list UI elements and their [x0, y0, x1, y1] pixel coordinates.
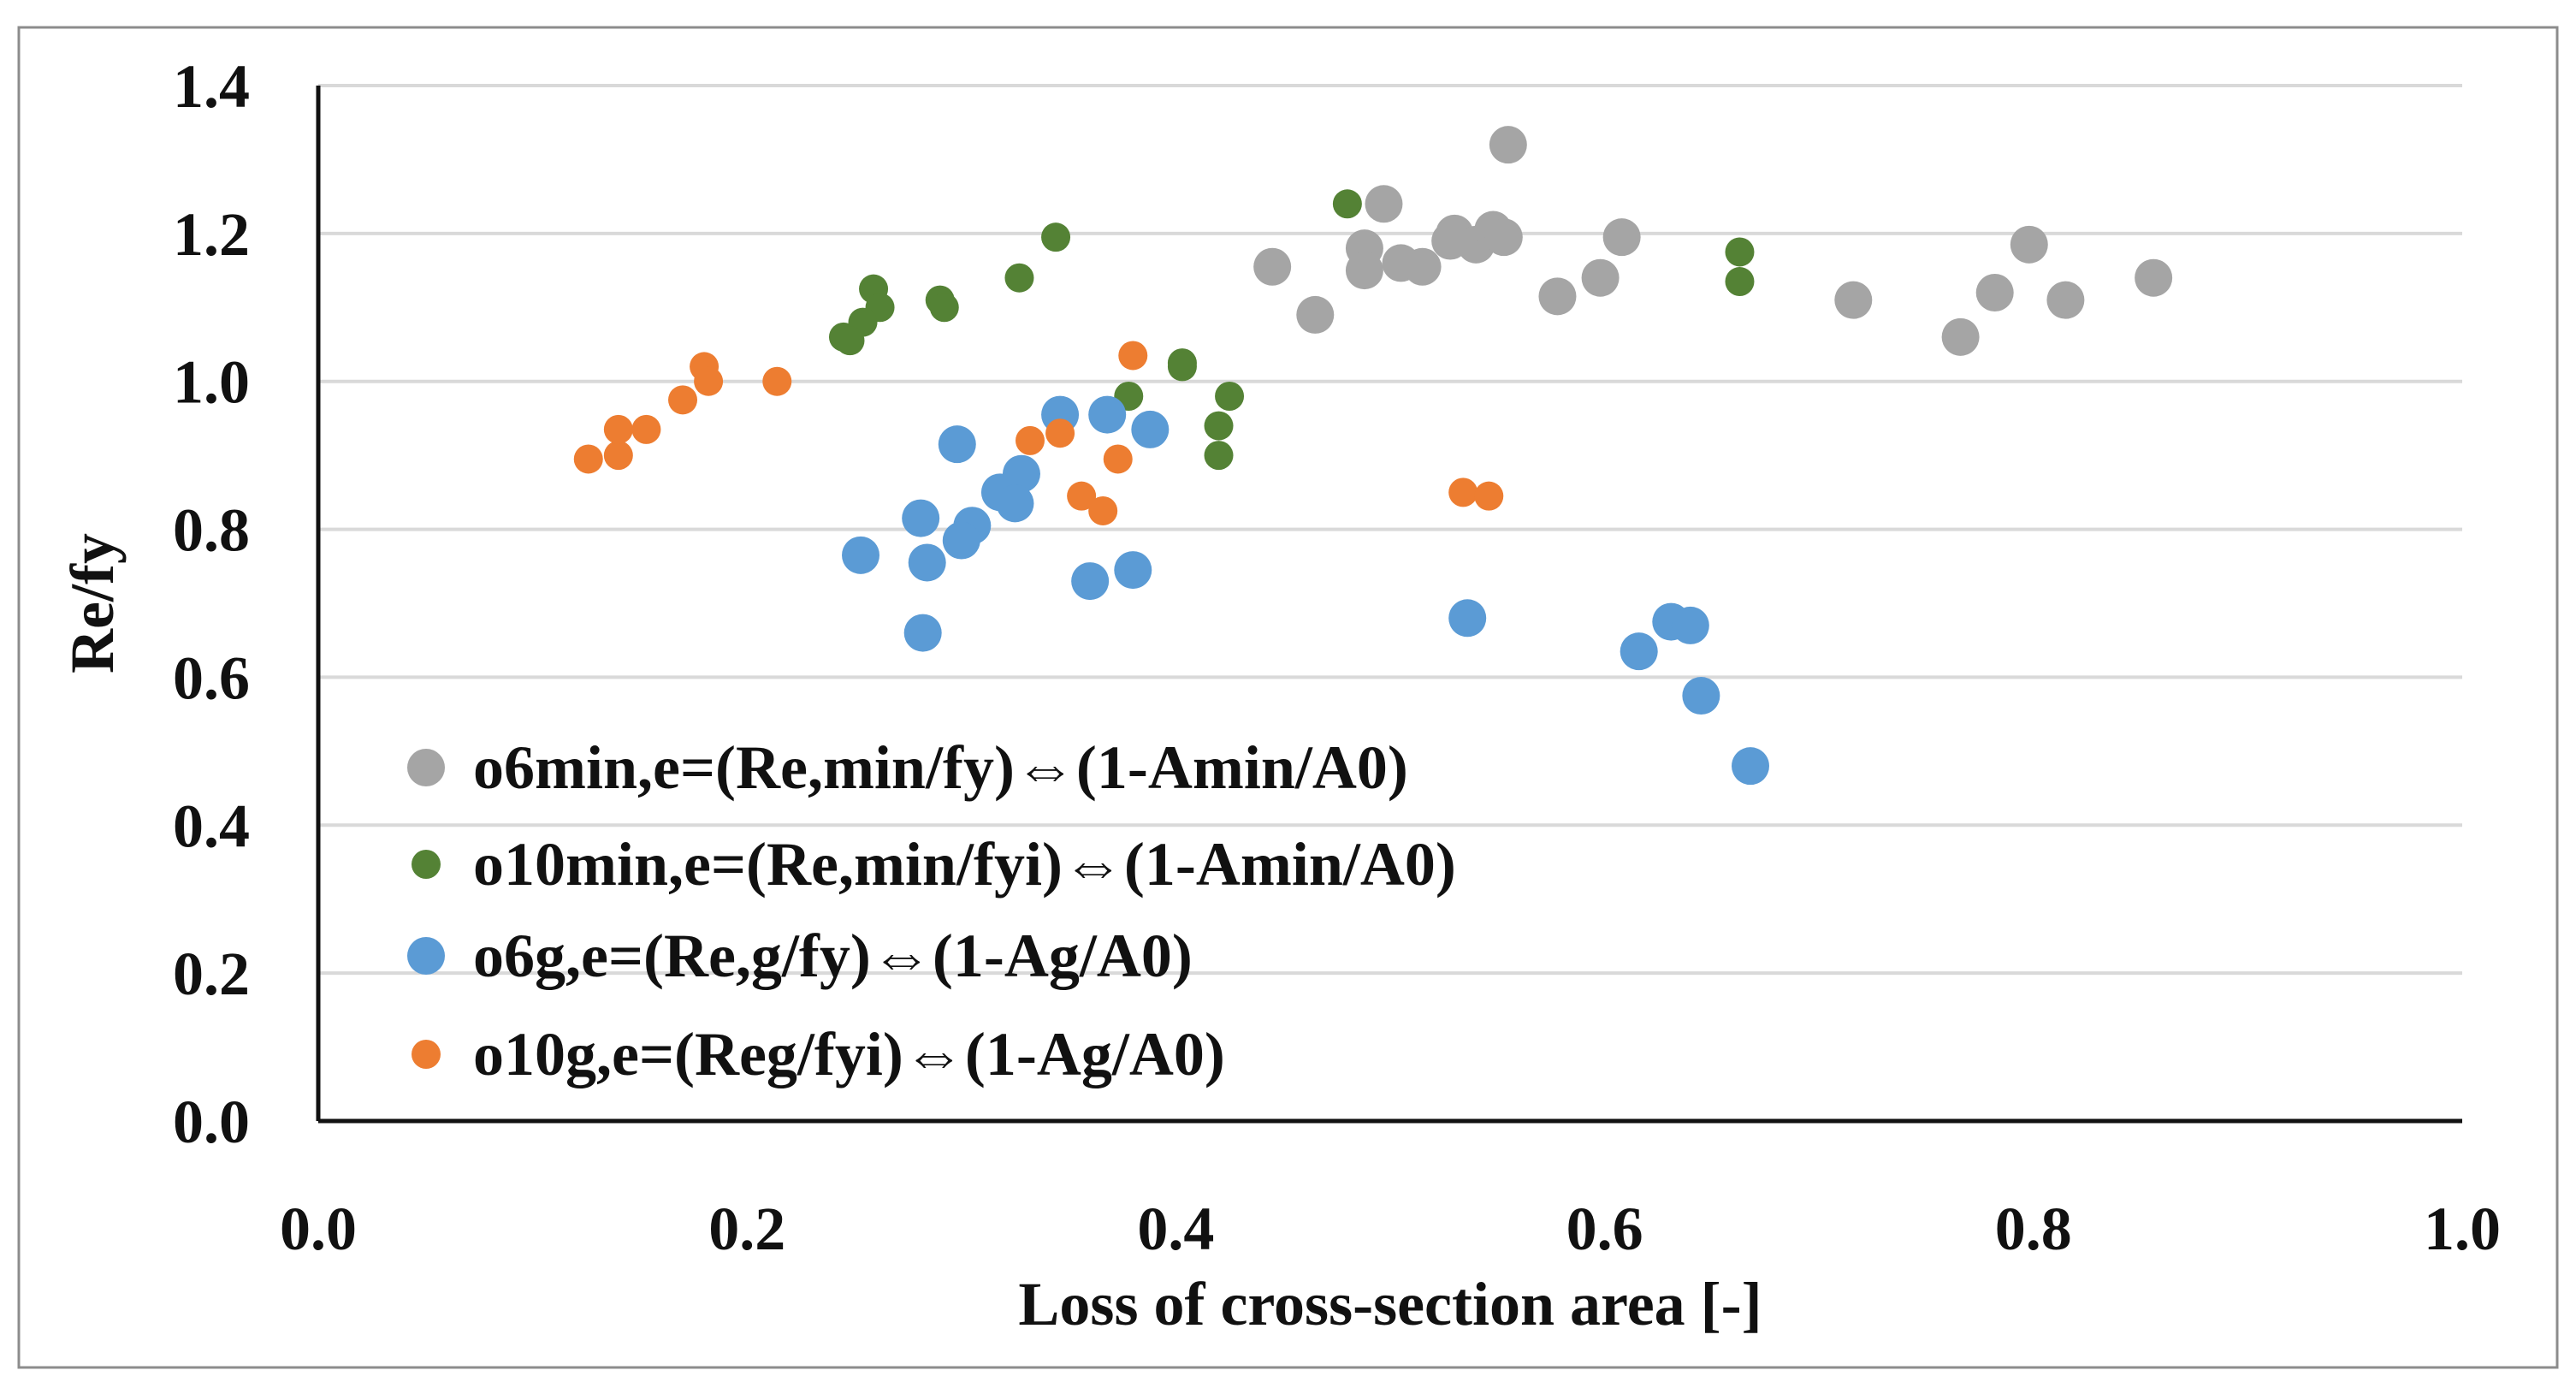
y-axis-title: Re/fy [58, 533, 127, 673]
data-point [1071, 562, 1110, 601]
y-tick-label: 0.0 [173, 1088, 250, 1156]
data-points [573, 126, 2173, 786]
data-point [1345, 252, 1383, 290]
legend-label: ο6g,e=(Re,g/fy)⇔(1-Ag/A0) [473, 922, 1193, 990]
data-point [668, 385, 698, 415]
grid-lines [318, 84, 2462, 976]
data-point [1484, 218, 1523, 257]
legend: ο6min,e=(Re,min/fy)⇔(1-Amin/A0) ο10min,e=… [407, 733, 1456, 1088]
data-point [1620, 632, 1658, 671]
y-tick-label: 0.2 [173, 940, 250, 1008]
data-point [1834, 281, 1873, 319]
y-tick-labels: 0.0 0.2 0.4 0.6 0.8 1.0 1.2 1.4 [173, 52, 250, 1156]
y-tick-label: 1.0 [173, 348, 250, 417]
data-point [603, 441, 633, 471]
y-tick-label: 0.8 [173, 496, 250, 565]
data-point [1114, 551, 1152, 590]
data-point [1671, 606, 1709, 644]
data-point [1489, 126, 1527, 164]
data-point [762, 366, 792, 396]
chart-border [17, 26, 2559, 1369]
data-point [1538, 277, 1577, 316]
data-point [1474, 481, 1504, 511]
y-tick-label: 0.4 [173, 792, 250, 860]
data-point [1975, 274, 2014, 311]
data-point [942, 521, 980, 560]
x-tick-label: 1.0 [2424, 1195, 2501, 1263]
data-point [1204, 441, 1234, 471]
y-tick-label: 1.2 [173, 200, 250, 269]
data-point [1118, 341, 1148, 371]
data-point [1725, 267, 1755, 297]
legend-marker [412, 1040, 441, 1069]
data-point [694, 366, 724, 396]
data-point [1088, 395, 1127, 434]
data-point [1448, 599, 1487, 638]
data-point [1004, 263, 1034, 293]
data-point [1088, 495, 1118, 525]
data-point [1365, 185, 1403, 223]
legend-label: ο6min,e=(Re,min/fy)⇔(1-Amin/A0) [473, 733, 1408, 802]
data-point [996, 484, 1034, 523]
data-point [1296, 295, 1335, 334]
data-point [1103, 444, 1133, 474]
data-point [835, 326, 865, 356]
legend-marker [407, 749, 445, 786]
data-point [2135, 258, 2173, 297]
data-point [1332, 189, 1362, 219]
data-point [1403, 247, 1442, 286]
legend-marker [412, 850, 441, 879]
data-point [1725, 237, 1755, 267]
data-point [1602, 218, 1641, 257]
y-tick-label: 0.6 [173, 644, 250, 712]
data-point [938, 425, 976, 464]
x-tick-label: 0.0 [280, 1195, 357, 1263]
data-point [1682, 677, 1720, 715]
data-point [1015, 425, 1045, 455]
data-point [842, 536, 880, 574]
data-point [573, 444, 603, 474]
data-point [1131, 410, 1170, 448]
series-2 [828, 189, 1755, 471]
x-tick-label: 0.6 [1566, 1195, 1643, 1263]
legend-label: ο10g,e=(Reg/fyi)⇔(1-Ag/A0) [473, 1020, 1225, 1088]
data-point [908, 543, 946, 582]
data-point [1215, 382, 1245, 411]
legend-marker [407, 937, 445, 975]
legend-label: ο10min,e=(Re,min/fyi)⇔(1-Amin/A0) [473, 830, 1456, 899]
data-point [929, 293, 959, 323]
data-point [1204, 411, 1234, 441]
series-4 [573, 341, 1504, 525]
x-tick-label: 0.4 [1137, 1195, 1214, 1263]
data-point [1941, 317, 1980, 356]
data-point [631, 414, 661, 444]
data-point [603, 414, 633, 444]
x-tick-label: 0.8 [1995, 1195, 2072, 1263]
data-point [902, 499, 940, 537]
data-point [2010, 225, 2048, 264]
data-point [1041, 222, 1071, 252]
data-point [1448, 477, 1478, 507]
series-3 [842, 395, 1770, 786]
data-point [1732, 747, 1770, 786]
data-point [1581, 258, 1620, 297]
data-point [1067, 481, 1097, 511]
data-point [903, 614, 942, 652]
x-axis-title: Loss of cross-section area [-] [1018, 1270, 1762, 1338]
x-tick-label: 0.2 [708, 1195, 785, 1263]
y-tick-label: 1.4 [173, 52, 250, 121]
data-point [1002, 454, 1040, 493]
data-point [1045, 418, 1075, 448]
data-point [1167, 352, 1197, 382]
x-tick-labels: 0.0 0.2 0.4 0.6 0.8 1.0 [280, 1195, 2501, 1263]
data-point [2046, 281, 2085, 319]
data-point [1253, 247, 1292, 286]
series-1 [1253, 126, 2173, 356]
